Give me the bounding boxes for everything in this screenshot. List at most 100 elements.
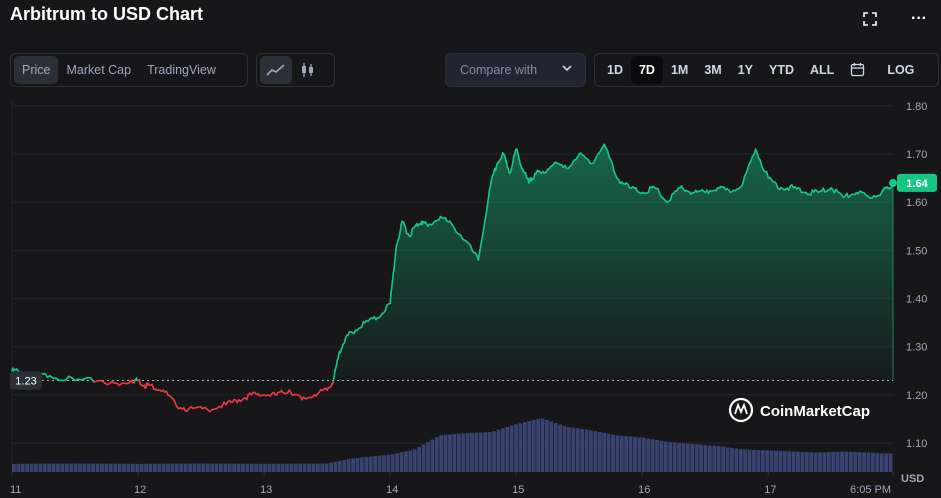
timeframe-all[interactable]: ALL	[810, 63, 835, 77]
candlestick-icon[interactable]	[292, 56, 324, 84]
volume-bar	[531, 419, 536, 472]
volume-bar	[78, 463, 82, 472]
volume-bar	[796, 451, 800, 472]
volume-bar	[593, 431, 598, 472]
volume-bar	[34, 463, 38, 472]
line-chart-icon[interactable]	[260, 56, 292, 84]
volume-bar	[113, 463, 118, 472]
volume-bar	[395, 453, 400, 472]
price-labels: 1.64 1.23	[10, 173, 937, 390]
volume-bar	[500, 428, 505, 472]
price-line-segment	[750, 155, 754, 162]
volume-bar	[174, 463, 179, 472]
volume-bars	[12, 418, 893, 472]
volume-bar	[170, 463, 175, 472]
volume-bar	[368, 456, 373, 472]
watermark-text: CoinMarketCap	[760, 403, 870, 420]
price-line-segment	[486, 189, 491, 204]
volume-bar	[254, 463, 259, 472]
price-line-segment	[606, 149, 610, 158]
volume-bar	[386, 454, 391, 472]
volume-bar	[536, 418, 540, 472]
log-scale-toggle[interactable]: LOG	[887, 63, 915, 77]
y-axis: 1.80 1.70 1.60 1.50 1.40 1.30 1.20 1.10 USD	[901, 101, 927, 485]
volume-bar	[426, 442, 430, 472]
y-tick-label: 1.60	[906, 197, 927, 209]
volume-bar	[734, 448, 739, 472]
price-line-segment	[647, 185, 651, 193]
volume-bar	[51, 463, 56, 472]
volume-bar	[69, 463, 74, 472]
price-line-segment	[742, 175, 746, 184]
volume-bar	[597, 432, 602, 472]
price-line-segment	[394, 252, 397, 262]
price-line-segment	[483, 212, 488, 224]
price-line-segment	[245, 393, 250, 401]
reference-price-label: 1.23	[15, 375, 36, 387]
volume-bar	[712, 445, 717, 472]
volume-bar	[166, 463, 170, 472]
y-tick-label: 1.50	[906, 245, 927, 257]
volume-bar	[646, 438, 651, 472]
volume-bar	[197, 463, 201, 472]
price-line-segment	[746, 163, 751, 170]
timeframe-1y[interactable]: 1Y	[737, 63, 754, 77]
compare-with-dropdown[interactable]: Compare with	[445, 53, 586, 87]
volume-bar	[778, 450, 783, 472]
price-line-segment	[765, 170, 770, 179]
volume-bar	[390, 454, 395, 472]
volume-bar	[144, 463, 148, 472]
tab-market-cap[interactable]: Market Cap	[66, 63, 132, 77]
volume-bar	[157, 463, 162, 472]
volume-bar	[161, 463, 166, 472]
price-line-segment	[611, 162, 615, 172]
tab-price[interactable]: Price	[14, 56, 59, 84]
price-line	[11, 143, 897, 413]
timeframe-1d[interactable]: 1D	[607, 63, 623, 77]
volume-bar	[148, 463, 153, 472]
y-tick-label: 1.40	[906, 294, 927, 306]
price-line-segment	[512, 155, 515, 163]
volume-bar	[42, 463, 47, 472]
price-line-segment	[64, 375, 70, 382]
volume-bar	[346, 459, 351, 472]
volume-bar	[509, 425, 514, 472]
volume-bar	[641, 437, 646, 472]
volume-bar	[20, 463, 25, 472]
volume-bar	[584, 429, 589, 472]
volume-bar	[210, 463, 215, 472]
price-line-segment	[485, 202, 489, 215]
volume-bar	[659, 440, 664, 472]
timeframe-3m[interactable]: 3M	[704, 63, 722, 77]
calendar-icon[interactable]	[842, 56, 873, 84]
price-line-segment	[669, 193, 673, 201]
volume-bar	[16, 463, 21, 472]
volume-bar	[672, 442, 677, 472]
volume-bar	[747, 449, 752, 472]
volume-bar	[853, 451, 858, 472]
volume-bar	[73, 463, 78, 472]
volume-bar	[236, 463, 241, 472]
volume-bar	[818, 452, 822, 472]
timeframe-ytd[interactable]: YTD	[769, 63, 795, 77]
volume-bar	[765, 450, 770, 472]
volume-bar	[655, 440, 659, 472]
x-tick-label: 13	[260, 484, 272, 496]
tab-tradingview[interactable]: TradingView	[147, 63, 216, 77]
fullscreen-icon[interactable]	[859, 8, 881, 30]
volume-bar	[130, 463, 135, 472]
price-line-segment	[391, 272, 395, 283]
volume-bar	[699, 444, 703, 472]
volume-bar	[721, 446, 726, 472]
volume-bar	[104, 463, 109, 472]
timeframe-7d[interactable]: 7D	[630, 56, 663, 84]
volume-bar	[809, 452, 814, 472]
volume-bar	[694, 444, 699, 472]
timeframe-1m[interactable]: 1M	[670, 63, 689, 77]
volume-bar	[25, 463, 30, 472]
more-options-icon[interactable]: ···	[911, 10, 927, 27]
price-line-segment	[477, 249, 481, 261]
watermark: CoinMarketCap	[728, 397, 870, 423]
volume-bar	[487, 432, 492, 472]
